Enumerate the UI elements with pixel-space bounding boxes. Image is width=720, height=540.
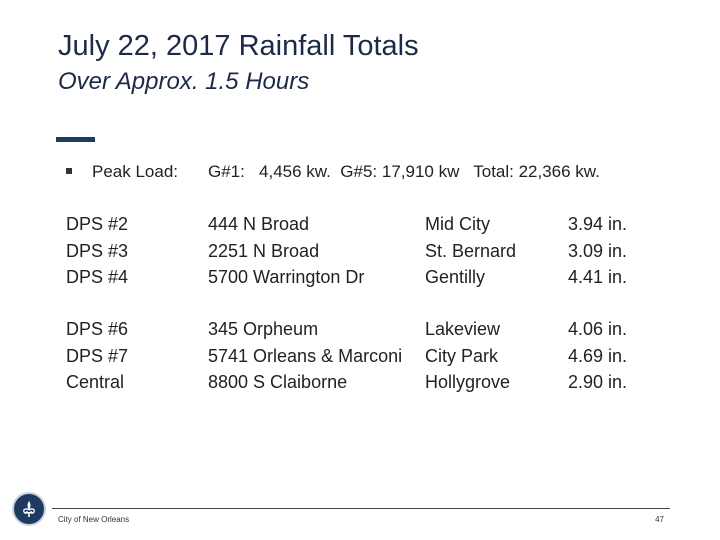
slide-title: July 22, 2017 Rainfall Totals — [58, 30, 419, 62]
station-name: DPS #6 — [66, 319, 129, 339]
station-address: 5741 Orleans & Marconi — [208, 345, 403, 366]
rainfall-total: 4.69 in. — [568, 345, 628, 366]
fleur-de-lis-icon — [23, 501, 35, 517]
station-area: St. Bernard — [425, 240, 517, 261]
station-name: DPS #2 — [66, 214, 129, 234]
station-area: Mid City — [425, 214, 491, 234]
station-address: 2251 N Broad — [208, 240, 320, 261]
peak-load-label: Peak Load: — [92, 162, 179, 181]
station-name: Central — [66, 372, 125, 392]
station-address: 5700 Warrington Dr — [208, 267, 365, 287]
station-column: DPS #2 DPS #3 DPS #4 — [66, 211, 128, 291]
square-bullet-icon — [66, 168, 72, 174]
station-area: Hollygrove — [425, 372, 511, 392]
address-column: 444 N Broad 2251 N Broad 5700 Warrington… — [208, 211, 364, 291]
peak-load-value: G#1: 4,456 kw. G#5: 17,910 kw Total: 22,… — [208, 162, 600, 181]
rainfall-column: 4.06 in. 4.69 in. 2.90 in. — [568, 316, 627, 396]
station-address: 345 Orpheum — [208, 319, 319, 339]
peak-load-row: Peak Load: G#1: 4,456 kw. G#5: 17,910 kw… — [66, 162, 700, 186]
footer-divider — [52, 508, 670, 509]
station-area: City Park — [425, 345, 499, 366]
rainfall-total: 4.06 in. — [568, 319, 628, 339]
station-name: DPS #3 — [66, 240, 129, 261]
station-area: Gentilly — [425, 267, 486, 287]
station-address: 444 N Broad — [208, 214, 310, 234]
rainfall-total: 4.41 in. — [568, 267, 628, 287]
address-column: 345 Orpheum 5741 Orleans & Marconi 8800 … — [208, 316, 402, 396]
accent-bar — [56, 137, 95, 142]
rainfall-total: 3.09 in. — [568, 240, 628, 261]
rainfall-total: 3.94 in. — [568, 214, 628, 234]
area-column: Lakeview City Park Hollygrove — [425, 316, 510, 396]
station-address: 8800 S Claiborne — [208, 372, 348, 392]
page-number: 47 — [655, 515, 664, 524]
slide-subtitle: Over Approx. 1.5 Hours — [58, 68, 310, 95]
station-name: DPS #7 — [66, 345, 129, 366]
station-name: DPS #4 — [66, 267, 129, 287]
rainfall-column: 3.94 in. 3.09 in. 4.41 in. — [568, 211, 627, 291]
area-column: Mid City St. Bernard Gentilly — [425, 211, 516, 291]
rainfall-total: 2.90 in. — [568, 372, 628, 392]
city-seal-icon — [12, 492, 46, 526]
station-column: DPS #6 DPS #7 Central — [66, 316, 128, 396]
footer-org-name: City of New Orleans — [58, 515, 130, 524]
station-area: Lakeview — [425, 319, 501, 339]
